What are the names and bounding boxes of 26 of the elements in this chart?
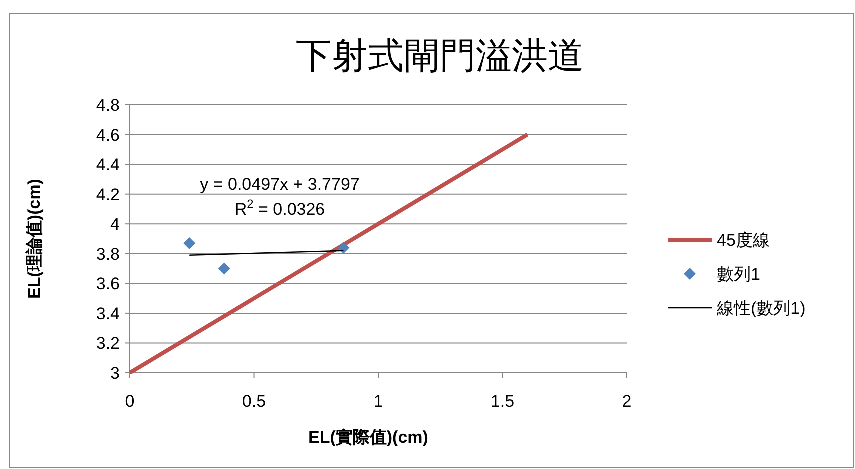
legend-label: 數列1: [717, 265, 760, 284]
legend-label: 線性(數列1): [716, 299, 806, 318]
annotation: R$^{2}$ = 0.0326: [234, 197, 326, 219]
y-tick-label: 4.8: [96, 96, 120, 115]
y-tick-label: 3.6: [96, 274, 120, 294]
y-tick-label: 4.2: [96, 185, 120, 204]
x-tick-label: 0.5: [242, 392, 266, 411]
annotation: y = 0.0497x + 3.7797: [200, 175, 360, 194]
y-tick-label: 3: [110, 364, 120, 383]
y-tick-label: 3.8: [96, 244, 120, 264]
y-tick-label: 3.4: [96, 304, 120, 324]
point: [338, 242, 350, 254]
x-tick-label: 2: [622, 392, 632, 411]
y-tick-label: 4.4: [96, 156, 120, 175]
x-tick-label: 0: [125, 392, 135, 411]
chart-title: 下射式閘門溢洪道: [296, 35, 584, 76]
x-axis-title: EL(實際值)(cm): [308, 428, 428, 447]
y-tick-label: 3.2: [96, 334, 120, 354]
x-tick-label: 1.5: [490, 392, 515, 411]
y-tick-label: 4: [110, 215, 120, 234]
y-tick-label: 4.6: [96, 126, 120, 145]
x-tick-label: 1: [374, 392, 384, 411]
legend-label: 45度線: [717, 231, 770, 250]
y-axis-title: EL(理論值)(cm): [25, 179, 44, 299]
point: [184, 237, 196, 250]
point: [218, 262, 230, 275]
